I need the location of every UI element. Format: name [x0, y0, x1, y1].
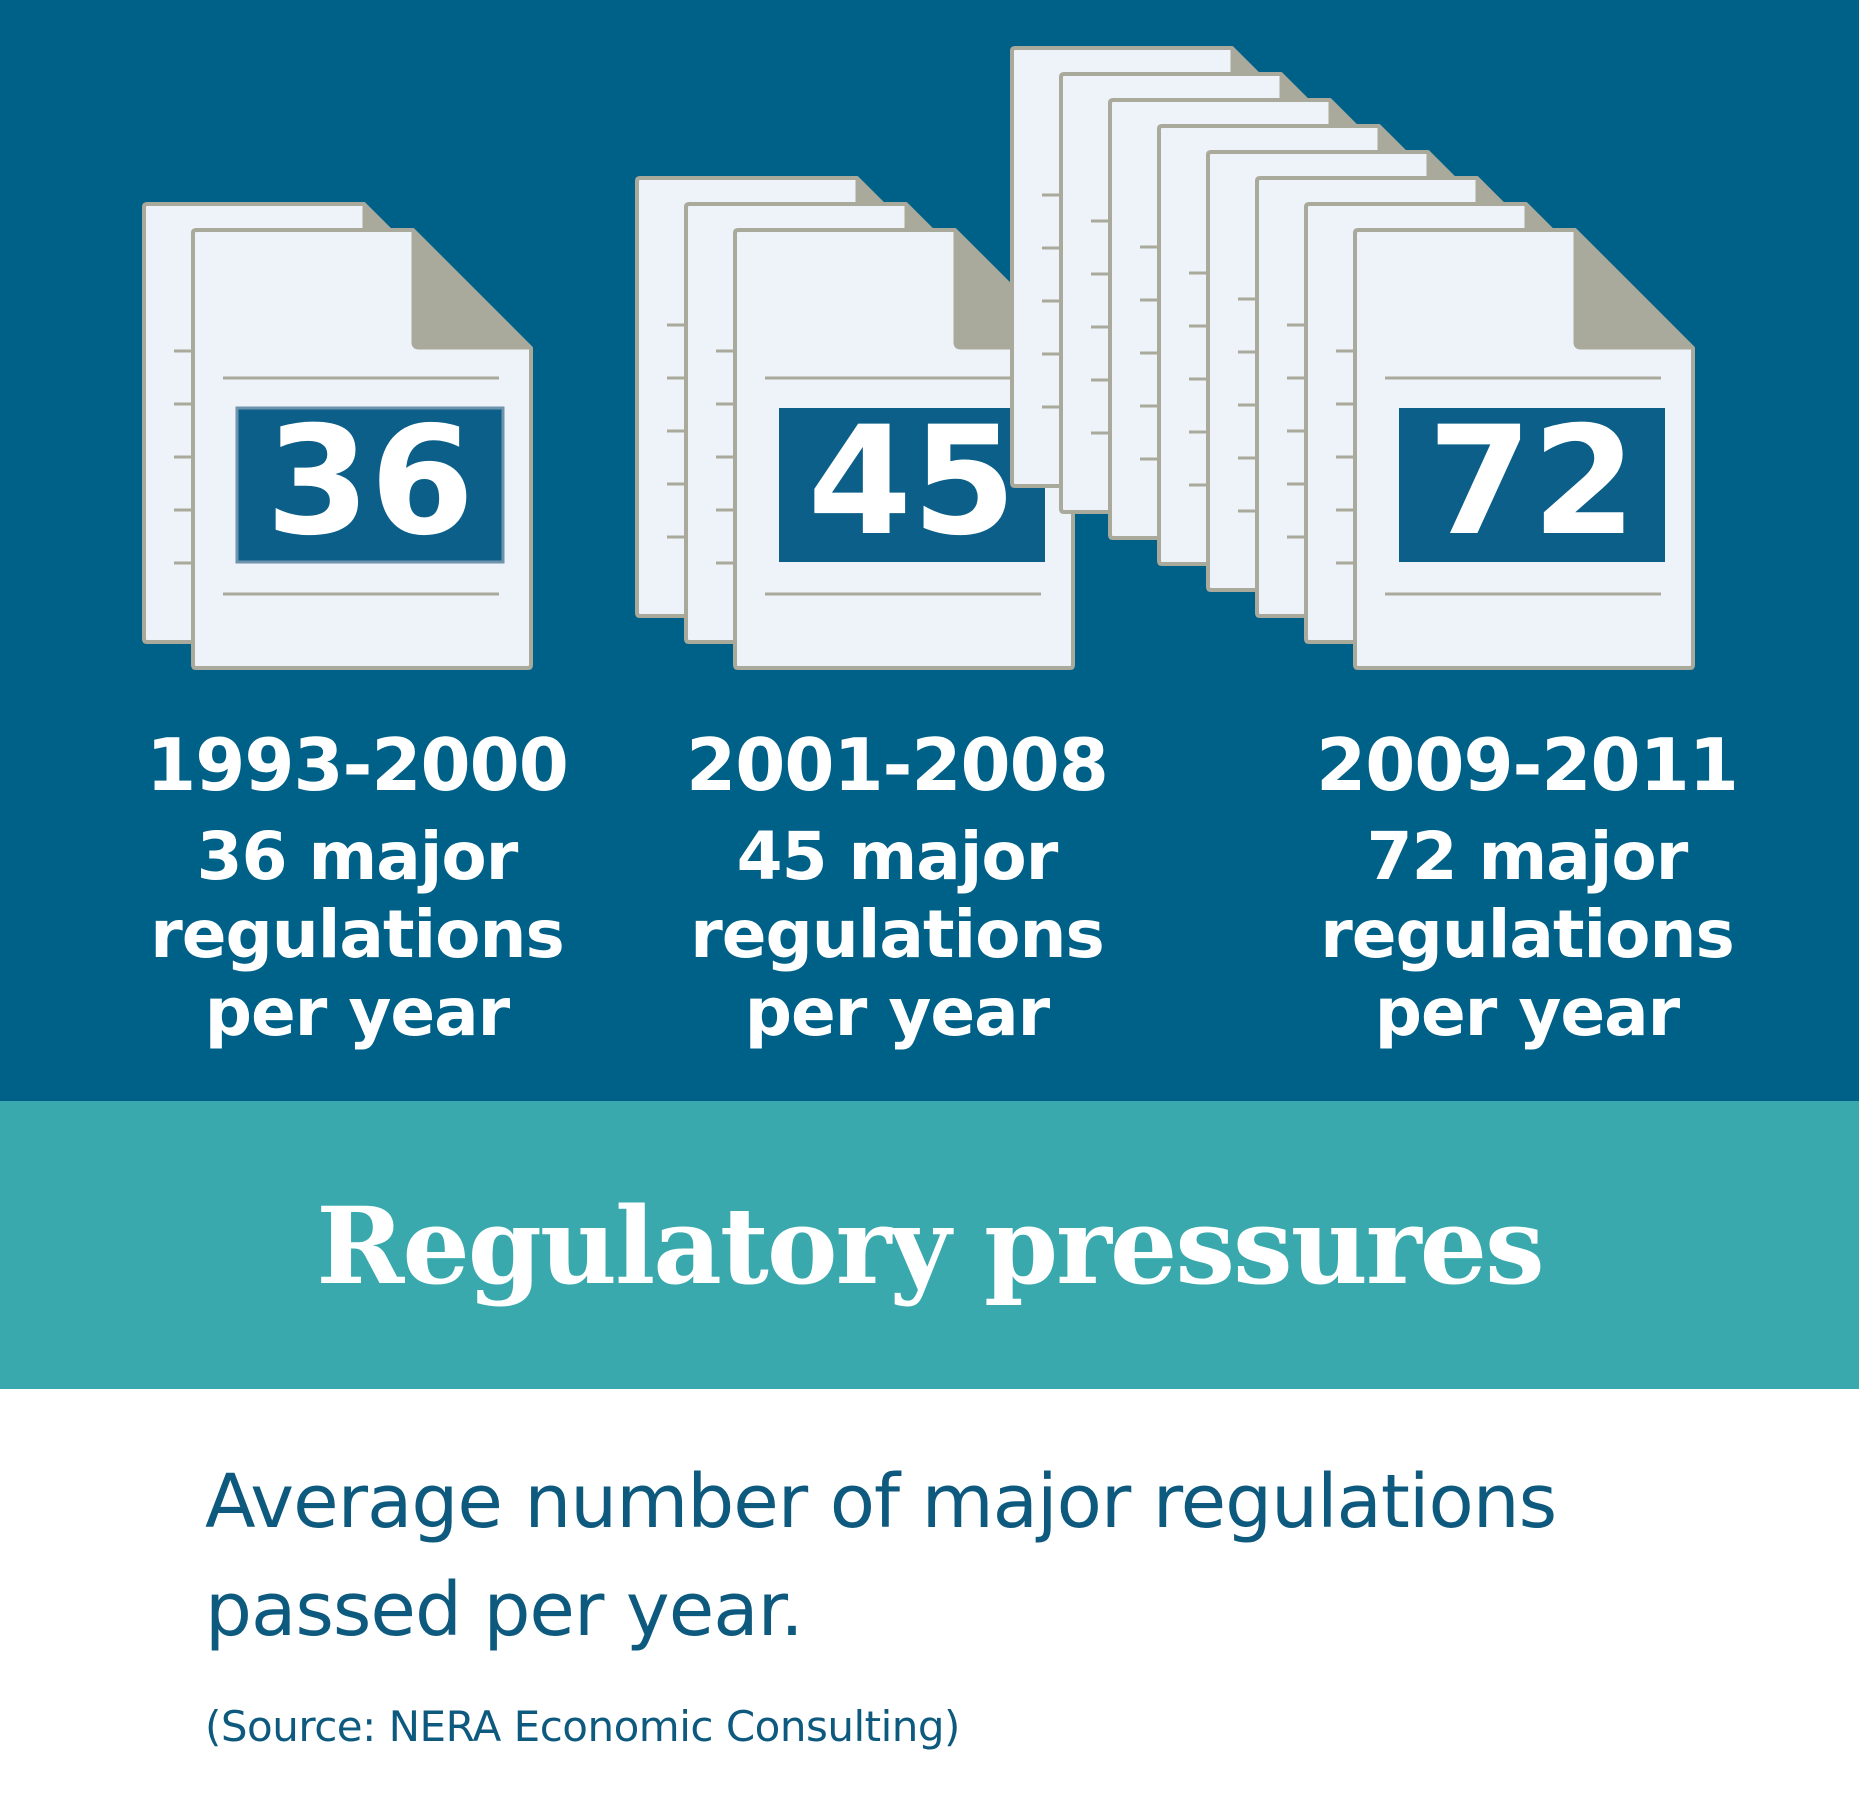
- period-block-1993-2000: 1993-2000 36 major regulations per year: [77, 720, 637, 1052]
- period-caption: 72 major regulations per year: [1320, 818, 1735, 1051]
- source-note: (Source: NERA Economic Consulting): [205, 1702, 960, 1751]
- value-label: 72: [1428, 395, 1637, 569]
- document-stacks: 36 45 72: [0, 0, 1859, 1101]
- period-range-label: 2001-2008: [686, 723, 1109, 807]
- page-fold: [411, 228, 533, 350]
- page-fold: [1573, 228, 1695, 350]
- chart-subtitle: Average number of major regulations pass…: [205, 1459, 1557, 1653]
- period-range-label: 1993-2000: [146, 723, 569, 807]
- document-stack-2009-2011: 72: [1010, 46, 1695, 670]
- value-label: 45: [808, 395, 1017, 569]
- chart-panel: 36 45 72 1993-2000 36 major regulations pe…: [0, 0, 1859, 1101]
- value-label-box: [235, 406, 505, 564]
- title-band: Regulatory pressures: [0, 1101, 1859, 1389]
- period-caption: 45 major regulations per year: [690, 818, 1105, 1051]
- document-stack-2001-2008: 45: [635, 176, 1075, 670]
- period-block-2001-2008: 2001-2008 45 major regulations per year: [617, 720, 1177, 1052]
- page-title: Regulatory pressures: [316, 1182, 1544, 1308]
- value-label: 36: [266, 395, 475, 569]
- period-block-2009-2011: 2009-2011 72 major regulations per year: [1247, 720, 1807, 1052]
- period-caption: 36 major regulations per year: [150, 818, 565, 1051]
- document-stack-1993-2000: 36: [142, 202, 533, 670]
- value-label-box: [779, 408, 1045, 562]
- value-label-box: [1399, 408, 1665, 562]
- period-range-label: 2009-2011: [1316, 723, 1739, 807]
